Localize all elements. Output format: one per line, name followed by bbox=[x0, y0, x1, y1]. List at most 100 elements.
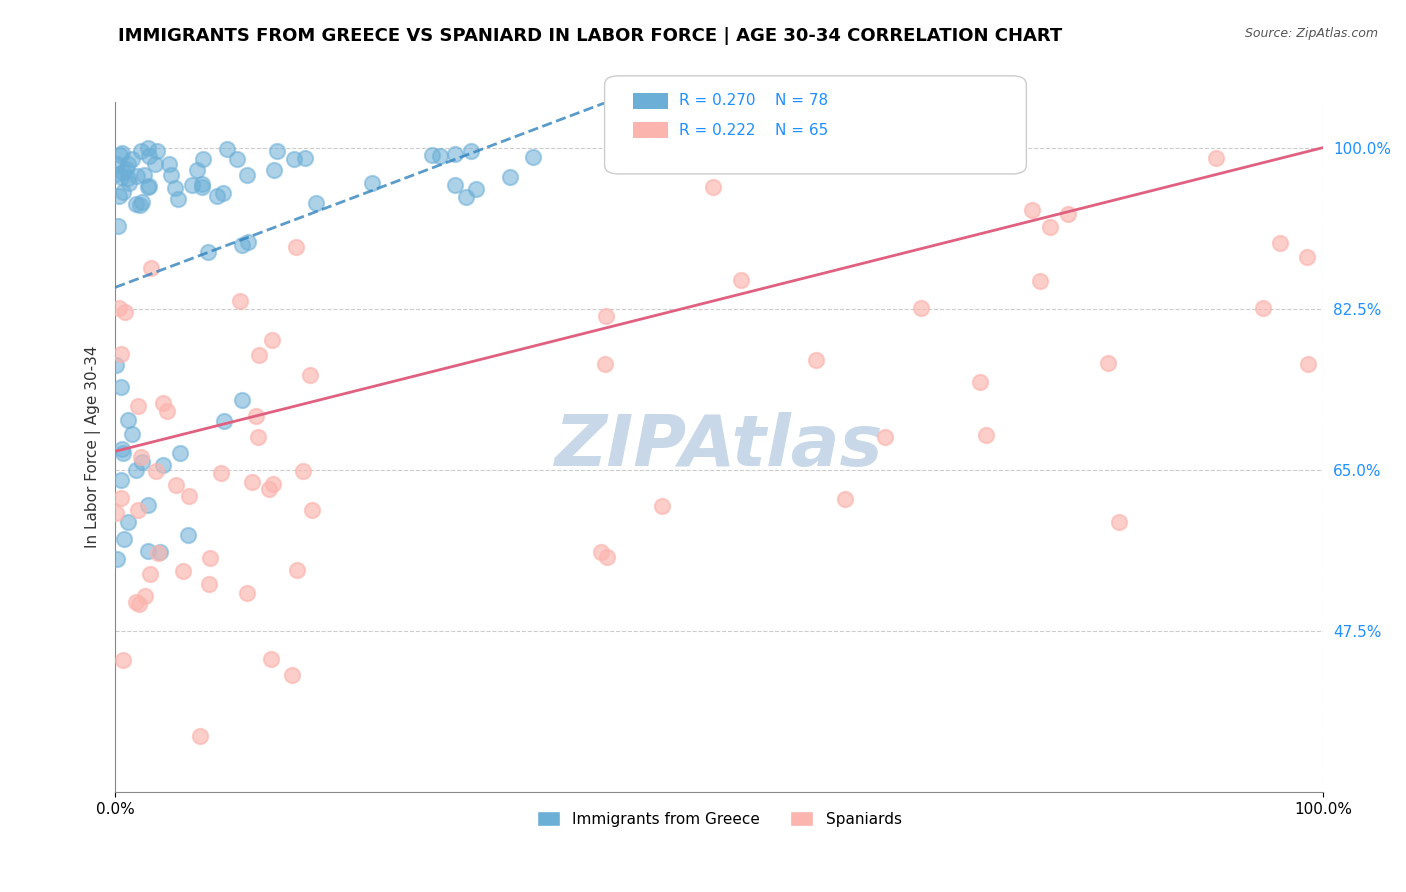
Text: R = 0.270    N = 78: R = 0.270 N = 78 bbox=[679, 94, 828, 108]
Point bbox=[149, 545, 172, 559]
Point bbox=[910, 301, 932, 316]
Point bbox=[121, 152, 143, 166]
Point bbox=[138, 178, 160, 193]
Point bbox=[969, 375, 991, 389]
Point bbox=[1097, 356, 1119, 370]
Point bbox=[169, 445, 191, 459]
Point bbox=[299, 368, 322, 383]
Point bbox=[246, 430, 269, 444]
Point bbox=[285, 563, 308, 577]
Point bbox=[235, 168, 257, 182]
Point bbox=[280, 668, 302, 682]
Point bbox=[444, 147, 467, 161]
Point bbox=[361, 176, 384, 190]
Point bbox=[125, 463, 148, 477]
Point bbox=[294, 151, 316, 165]
Point bbox=[127, 503, 149, 517]
Point bbox=[177, 528, 200, 542]
Point bbox=[165, 181, 187, 195]
Point bbox=[191, 179, 214, 194]
Point bbox=[285, 240, 308, 254]
Point bbox=[240, 475, 263, 489]
Point bbox=[1108, 515, 1130, 529]
Point bbox=[214, 414, 236, 428]
Point bbox=[107, 301, 129, 315]
Point bbox=[145, 464, 167, 478]
Point bbox=[177, 489, 200, 503]
Point bbox=[110, 473, 132, 487]
Text: ZIPAtlas: ZIPAtlas bbox=[555, 412, 883, 482]
Point bbox=[112, 186, 135, 200]
Point bbox=[589, 544, 612, 558]
Point bbox=[110, 347, 132, 361]
Point bbox=[875, 430, 897, 444]
Point bbox=[118, 176, 141, 190]
Point bbox=[166, 192, 188, 206]
Point bbox=[236, 585, 259, 599]
Point bbox=[301, 503, 323, 517]
Point bbox=[209, 466, 232, 480]
Point bbox=[114, 305, 136, 319]
Point bbox=[1056, 206, 1078, 220]
Point bbox=[129, 198, 152, 212]
Point bbox=[112, 533, 135, 547]
Text: Source: ZipAtlas.com: Source: ZipAtlas.com bbox=[1244, 27, 1378, 40]
Point bbox=[146, 145, 169, 159]
Point bbox=[107, 219, 129, 234]
Point bbox=[111, 165, 134, 179]
Point bbox=[111, 653, 134, 667]
Point bbox=[156, 403, 179, 417]
Point bbox=[152, 395, 174, 409]
Point bbox=[139, 260, 162, 275]
Point bbox=[131, 194, 153, 209]
Point bbox=[131, 455, 153, 469]
Point bbox=[172, 564, 194, 578]
Point bbox=[263, 163, 285, 178]
Point bbox=[197, 245, 219, 260]
Point bbox=[215, 142, 238, 156]
Point bbox=[262, 476, 284, 491]
Point bbox=[231, 238, 253, 252]
Point bbox=[181, 178, 204, 192]
Point bbox=[138, 544, 160, 558]
Point bbox=[136, 141, 159, 155]
Point bbox=[974, 427, 997, 442]
Point bbox=[117, 515, 139, 529]
Point bbox=[593, 357, 616, 371]
Text: R = 0.222    N = 65: R = 0.222 N = 65 bbox=[679, 123, 828, 137]
Point bbox=[117, 171, 139, 186]
Point bbox=[456, 190, 478, 204]
Point bbox=[420, 147, 443, 161]
Point bbox=[152, 458, 174, 473]
Point bbox=[205, 189, 228, 203]
Point bbox=[1296, 250, 1319, 264]
Point bbox=[305, 196, 328, 211]
Point bbox=[117, 413, 139, 427]
Point bbox=[522, 150, 544, 164]
Point bbox=[499, 170, 522, 185]
Point bbox=[1251, 301, 1274, 316]
Point bbox=[127, 169, 149, 183]
Point bbox=[131, 144, 153, 158]
Point bbox=[136, 498, 159, 512]
Point bbox=[138, 149, 160, 163]
Point bbox=[236, 235, 259, 249]
Point bbox=[157, 156, 180, 170]
Point bbox=[596, 549, 619, 564]
Point bbox=[105, 157, 128, 171]
Point bbox=[165, 478, 187, 492]
Point bbox=[1029, 274, 1052, 288]
Point bbox=[139, 566, 162, 581]
Point bbox=[1296, 357, 1319, 371]
Point bbox=[834, 491, 856, 506]
Point bbox=[110, 169, 132, 184]
Y-axis label: In Labor Force | Age 30-34: In Labor Force | Age 30-34 bbox=[86, 345, 101, 548]
Point bbox=[105, 167, 128, 181]
Point bbox=[121, 427, 143, 442]
Point bbox=[160, 168, 183, 182]
Point bbox=[117, 157, 139, 171]
Point bbox=[110, 380, 132, 394]
Point bbox=[283, 153, 305, 167]
Point bbox=[444, 178, 467, 192]
Point bbox=[104, 506, 127, 520]
